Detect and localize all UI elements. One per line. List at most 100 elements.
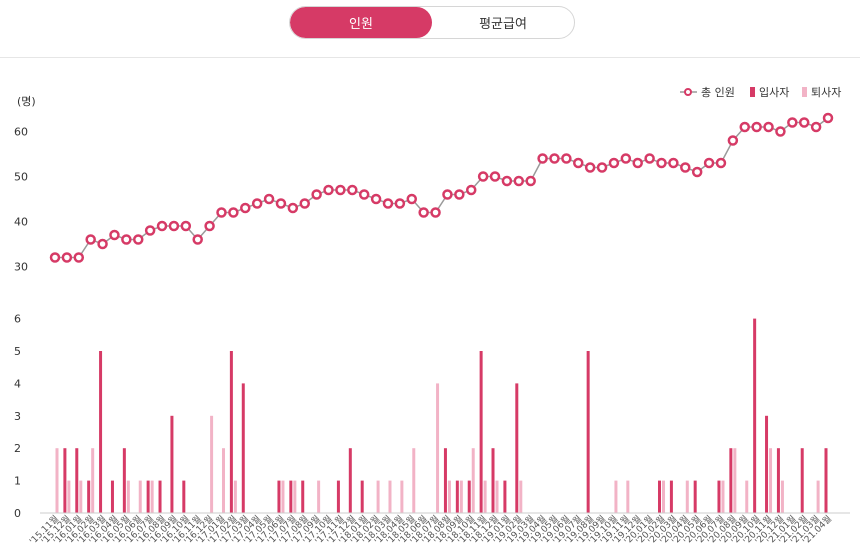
hire-bar-6 — [122, 448, 126, 513]
total-point-32 — [430, 207, 441, 218]
legend-item-total: 총 인원 — [680, 86, 735, 99]
total-point-42 — [549, 153, 560, 164]
resign-bar-35 — [471, 448, 475, 513]
total-point-26 — [358, 189, 370, 200]
resign-bar-6 — [126, 480, 130, 513]
total-point-59 — [751, 121, 762, 133]
total-point-14 — [216, 207, 227, 218]
legend-swatch-hire — [750, 87, 755, 97]
lower-y-tick-3: 3 — [14, 410, 21, 423]
total-point-23 — [323, 184, 334, 196]
total-point-61 — [775, 126, 786, 137]
resign-bar-19 — [281, 480, 285, 513]
resign-bar-20 — [293, 480, 297, 513]
total-point-44 — [573, 157, 584, 169]
hire-bar-57 — [729, 448, 733, 513]
total-point-52 — [668, 157, 679, 169]
resign-bar-58 — [745, 480, 749, 513]
total-point-7 — [132, 234, 144, 245]
hire-bar-63 — [800, 448, 804, 513]
resign-bar-29 — [400, 480, 404, 513]
resign-bar-1 — [67, 480, 71, 513]
resign-bar-15 — [233, 480, 237, 513]
upper-y-axis: 30 40 50 60 — [14, 126, 28, 274]
resign-bar-7 — [138, 480, 142, 513]
total-point-45 — [584, 162, 596, 173]
hire-bar-11 — [182, 480, 186, 513]
resign-bar-34 — [459, 480, 463, 513]
tab-average-salary[interactable]: 평균급여 — [479, 17, 527, 32]
total-point-39 — [513, 175, 525, 187]
total-point-58 — [739, 121, 751, 133]
hire-bar-37 — [491, 448, 495, 513]
resign-bar-22 — [317, 480, 321, 513]
hire-bar-3 — [87, 480, 91, 513]
total-point-64 — [810, 121, 822, 133]
hire-bar-34 — [455, 480, 459, 513]
resign-bar-48 — [626, 480, 630, 513]
resign-bar-0 — [55, 448, 59, 513]
legend-label-resign: 퇴사자 — [811, 86, 841, 99]
resign-bar-13 — [210, 415, 214, 513]
total-point-63 — [798, 117, 810, 128]
hire-bar-52 — [669, 480, 673, 513]
hire-bar-45 — [586, 351, 590, 513]
total-point-2 — [73, 252, 85, 263]
total-point-40 — [525, 175, 536, 187]
hire-bar-36 — [479, 351, 483, 513]
hire-bar-19 — [277, 480, 281, 513]
resign-bar-33 — [447, 480, 451, 513]
legend-label-hire: 입사자 — [759, 86, 789, 99]
resign-bar-2 — [79, 480, 83, 513]
total-point-5 — [109, 229, 120, 241]
hire-bar-54 — [693, 480, 697, 513]
total-point-37 — [489, 171, 501, 182]
hire-bar-51 — [658, 480, 662, 513]
legend-marker-total — [684, 88, 692, 96]
hire-bar-9 — [158, 480, 162, 513]
total-point-38 — [501, 175, 513, 187]
resign-bar-64 — [816, 480, 820, 513]
resign-bar-56 — [721, 480, 725, 513]
total-point-13 — [204, 220, 215, 232]
hire-bar-39 — [515, 383, 519, 513]
total-point-35 — [465, 184, 477, 196]
hire-bar-59 — [753, 318, 757, 513]
total-point-27 — [370, 193, 382, 205]
total-point-22 — [311, 189, 322, 200]
resign-bar-27 — [376, 480, 380, 513]
total-point-3 — [85, 234, 96, 245]
hire-bar-4 — [99, 351, 103, 513]
legend-item-hire: 입사자 — [750, 86, 789, 99]
total-point-25 — [347, 184, 358, 196]
total-point-33 — [442, 189, 453, 200]
total-point-9 — [156, 220, 168, 232]
headcount-chart: (명) 총 인원 입사자 퇴사자 30 40 50 60 0 1 2 3 4 5 6 '15.11… — [14, 86, 850, 547]
legend: 총 인원 입사자 퇴사자 — [680, 86, 841, 99]
total-point-46 — [596, 162, 608, 173]
total-point-47 — [608, 157, 620, 169]
total-headcount-line — [55, 117, 829, 259]
total-point-51 — [656, 157, 667, 169]
total-point-28 — [382, 198, 394, 209]
lower-y-tick-4: 4 — [14, 377, 21, 390]
total-point-18 — [263, 193, 275, 205]
lower-y-tick-2: 2 — [14, 442, 21, 455]
hire-bar-2 — [75, 448, 79, 513]
legend-item-resign: 퇴사자 — [802, 86, 841, 99]
total-point-62 — [787, 117, 798, 128]
total-point-12 — [192, 234, 203, 245]
hire-bar-61 — [776, 448, 780, 513]
total-point-60 — [763, 121, 774, 133]
total-point-4 — [97, 238, 108, 250]
resign-bar-8 — [150, 480, 154, 513]
tab-headcount[interactable]: 인원 — [290, 7, 432, 38]
upper-y-tick-60: 60 — [14, 126, 28, 139]
total-point-16 — [240, 202, 251, 214]
total-point-41 — [537, 153, 548, 164]
total-point-8 — [144, 225, 156, 236]
total-point-17 — [251, 198, 263, 209]
hire-bar-25 — [348, 448, 352, 513]
total-point-43 — [561, 153, 572, 164]
total-point-53 — [680, 162, 691, 173]
